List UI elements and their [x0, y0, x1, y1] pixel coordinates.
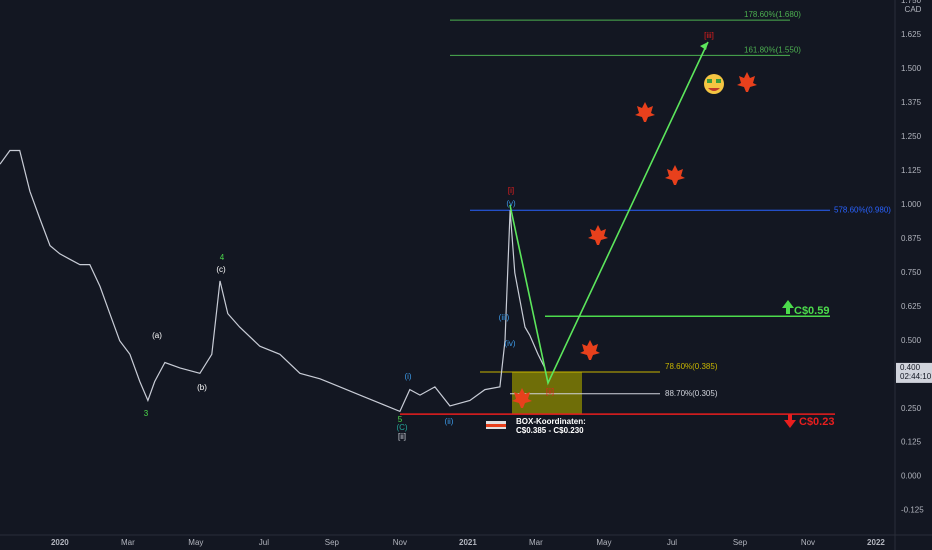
currency: CAD [905, 5, 922, 14]
money-face [704, 74, 724, 94]
x-tick-label: Mar [529, 538, 543, 547]
wave-label: [i] [508, 186, 514, 195]
x-tick-label: Sep [325, 538, 340, 547]
x-tick-label: 2022 [867, 538, 885, 547]
maple-leaf [588, 225, 608, 245]
wave-label: [iii] [704, 31, 714, 40]
wave-label: (ii) [445, 417, 454, 426]
level-label: 178.60%(1.680) [744, 10, 801, 19]
maple-leaf [635, 102, 655, 122]
price-line [0, 149, 546, 413]
x-tick-label: Nov [393, 538, 407, 547]
down-arrow [784, 414, 796, 428]
wave-label: (c) [216, 265, 226, 274]
y-tick-label: 0.250 [901, 404, 922, 413]
x-tick-label: May [188, 538, 203, 547]
level-label: 78.60%(0.385) [665, 362, 718, 371]
mouth [708, 88, 720, 91]
wave-label: (iii) [499, 313, 510, 322]
y-tick-label: 0.625 [901, 302, 922, 311]
x-tick-label: Sep [733, 538, 748, 547]
wave-label: (C) [396, 423, 407, 432]
icon-stripe [486, 424, 506, 427]
box-title: BOX-Koordinaten: [516, 417, 586, 426]
y-tick-label: 0.125 [901, 438, 922, 447]
level-label: C$0.23 [799, 416, 834, 428]
maple-leaf [737, 72, 757, 92]
x-tick-label: 2020 [51, 538, 69, 547]
wave-label: (b) [197, 383, 207, 392]
wave-label: 5 [398, 415, 403, 424]
y-tick-label: 1.500 [901, 64, 922, 73]
y-tick-label: 1.625 [901, 30, 922, 39]
y-tick-label: 0.000 [901, 472, 922, 481]
y-tick-label: 1.375 [901, 98, 922, 107]
level-label: 88.70%(0.305) [665, 389, 718, 398]
wave-label: 3 [144, 409, 149, 418]
box-range: C$0.385 - C$0.230 [516, 426, 584, 435]
maple-leaf [580, 340, 600, 360]
x-tick-label: 2021 [459, 538, 477, 547]
maple-leaves [512, 72, 757, 408]
wave-label: (a) [152, 331, 162, 340]
last-price-label: 0.400 [900, 363, 921, 372]
wave-label: (i) [404, 372, 411, 381]
y-tick-label: 1.750 [901, 0, 922, 5]
y-tick-label: 1.125 [901, 166, 922, 175]
wave-label: (v) [506, 199, 516, 208]
countdown: 02:44:10 [900, 372, 932, 381]
level-label: 578.60%(0.980) [834, 205, 891, 214]
x-tick-label: Jul [259, 538, 269, 547]
eye [707, 79, 712, 83]
up-arrow [782, 300, 794, 314]
maple-leaf [512, 388, 532, 408]
wave-label: (iv) [504, 339, 515, 348]
box-icon [486, 421, 506, 429]
eye [716, 79, 721, 83]
x-tick-label: Jul [667, 538, 677, 547]
wave-label: [ii] [546, 387, 554, 396]
y-tick-label: 1.000 [901, 200, 922, 209]
level-label: C$0.59 [794, 305, 829, 317]
y-tick-label: 0.875 [901, 234, 922, 243]
last-price-tag [896, 362, 932, 383]
wave-label: 4 [220, 253, 225, 262]
x-tick-label: Mar [121, 538, 135, 547]
arrow-head [700, 42, 708, 50]
maple-leaf [665, 165, 685, 185]
y-tick-label: 0.500 [901, 336, 922, 345]
wave-label: [ii] [398, 432, 406, 441]
x-tick-label: May [596, 538, 611, 547]
level-label: 161.80%(1.550) [744, 46, 801, 55]
y-tick-label: 1.250 [901, 132, 922, 141]
x-tick-label: Nov [801, 538, 815, 547]
projection-arrow [509, 41, 709, 386]
y-tick-label: 0.750 [901, 268, 922, 277]
y-tick-label: -0.125 [901, 506, 924, 515]
